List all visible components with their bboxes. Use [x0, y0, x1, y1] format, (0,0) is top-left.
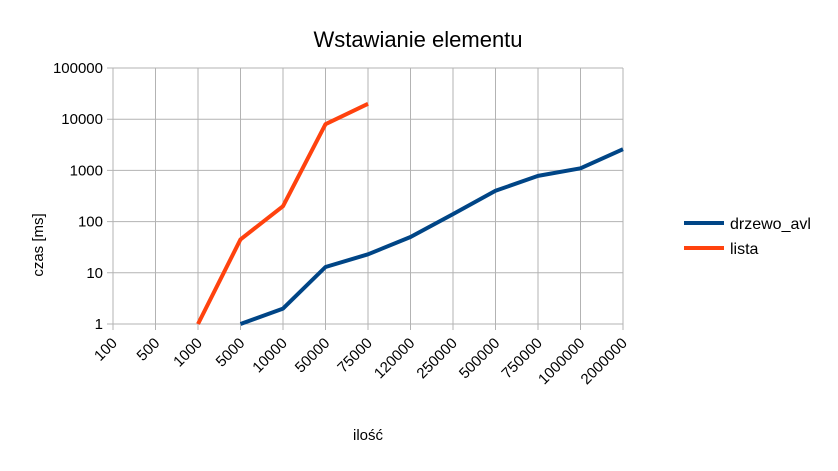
legend-label: drzewo_avl	[730, 216, 811, 233]
y-tick-label: 1	[95, 316, 103, 333]
series-line-drzewo-avl	[239, 147, 624, 326]
chart-title: Wstawianie elementu	[313, 27, 522, 52]
y-tick-label: 100000	[53, 60, 103, 77]
y-tick-label: 10	[86, 265, 103, 282]
x-tick-label: 500000	[456, 335, 503, 382]
x-tick-label: 500	[134, 335, 164, 365]
legend-label: lista	[730, 241, 759, 258]
x-tick-label: 75000	[334, 335, 376, 377]
x-tick-label: 50000	[292, 335, 334, 377]
x-tick-label: 5000	[213, 335, 249, 371]
x-tick-label: 1000	[170, 335, 206, 371]
x-tick-label: 2000000	[578, 335, 631, 388]
y-tick-label: 10000	[61, 111, 103, 128]
x-tick-label: 10000	[249, 335, 291, 377]
series-lines	[196, 101, 624, 326]
y-tick-label: 100	[78, 214, 103, 231]
x-tick-label: 120000	[371, 335, 418, 382]
y-axis-label: czas [ms]	[30, 213, 47, 276]
gridlines	[107, 67, 624, 330]
x-tick-label: 100	[91, 335, 121, 365]
series-line-lista	[196, 101, 369, 325]
x-tick-label: 250000	[413, 335, 460, 382]
y-tick-label: 1000	[70, 162, 103, 179]
x-axis-label: ilość	[353, 427, 384, 444]
